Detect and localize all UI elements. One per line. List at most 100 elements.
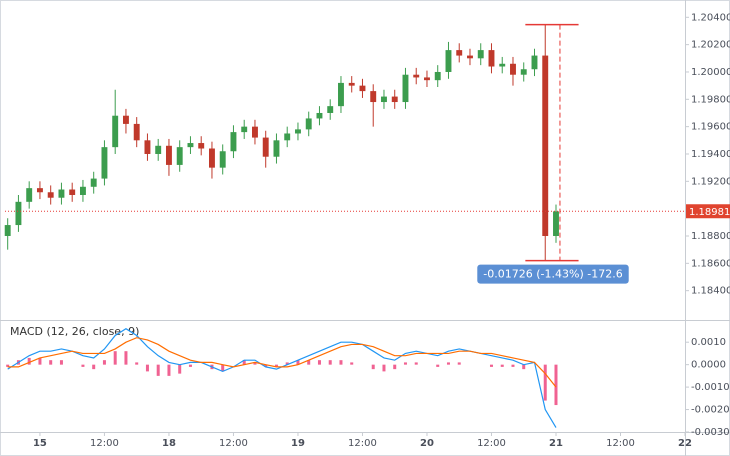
histogram-bar	[59, 360, 63, 365]
y-tick-label: 0.0010	[691, 337, 726, 348]
histogram-bar	[124, 351, 128, 365]
candle-body	[144, 140, 151, 154]
candle-body	[262, 137, 269, 157]
candle-body	[445, 50, 452, 72]
x-tick-label: 21	[549, 438, 563, 449]
last-price-label: 1.18981	[689, 207, 730, 218]
y-tick-label: 0.0000	[691, 360, 726, 371]
histogram-bar	[242, 360, 246, 365]
candle-body	[69, 189, 76, 195]
x-tick-label: 20	[420, 438, 434, 449]
y-tick-label: -0.0030	[691, 427, 730, 438]
histogram-bar	[135, 362, 139, 365]
y-tick-label: 1.19400	[691, 149, 730, 160]
histogram-bar	[188, 364, 192, 367]
candle-body	[219, 151, 226, 168]
candle-body	[413, 74, 420, 78]
x-tick-label: 12:00	[219, 438, 248, 449]
histogram-bar	[38, 357, 42, 365]
measure-label: -0.01726 (-1.43%) -172.6	[483, 268, 622, 281]
candle-body	[338, 82, 344, 107]
candle-body	[90, 178, 97, 187]
histogram-bar	[457, 362, 461, 365]
histogram-bar	[446, 362, 450, 365]
x-tick-label: 22	[678, 438, 692, 449]
histogram-bar	[285, 362, 289, 365]
candle-body	[230, 132, 237, 152]
histogram-bar	[350, 362, 354, 365]
candle-body	[112, 115, 119, 148]
candle-body	[499, 63, 506, 67]
candle-body	[456, 50, 463, 56]
candle-body	[122, 115, 129, 124]
macd-title: MACD (12, 26, close, 9)	[10, 325, 139, 338]
histogram-bar	[178, 364, 182, 374]
histogram-bar	[6, 364, 10, 367]
histogram-bar	[414, 362, 418, 365]
candle-body	[424, 77, 430, 81]
histogram-bar	[221, 364, 225, 372]
histogram-bar	[253, 362, 257, 365]
candle-body	[198, 143, 205, 149]
candle-body	[402, 74, 409, 103]
candle-body	[520, 69, 527, 75]
histogram-bar	[167, 364, 171, 376]
candle-body	[133, 123, 140, 141]
x-tick-label: 19	[291, 438, 305, 449]
candle-body	[370, 91, 377, 103]
histogram-bar	[328, 360, 332, 365]
x-tick-label: 12:00	[90, 438, 119, 449]
candle-body	[165, 145, 172, 165]
candle-body	[273, 140, 280, 157]
candle-body	[316, 112, 323, 119]
candle-body	[553, 211, 559, 236]
candle-body	[36, 188, 43, 193]
candle-body	[295, 129, 301, 134]
histogram-bar	[511, 364, 515, 367]
histogram-bar	[500, 364, 504, 367]
y-tick-label: 1.19800	[691, 94, 730, 105]
candle-body	[391, 96, 398, 103]
candle-body	[155, 145, 162, 154]
histogram-bar	[81, 364, 85, 367]
histogram-bar	[264, 364, 268, 367]
histogram-bar	[371, 364, 375, 370]
histogram-bar	[113, 351, 117, 365]
histogram-bar	[436, 364, 440, 367]
histogram-bar	[489, 364, 493, 367]
histogram-bar	[49, 360, 53, 365]
candle-body	[477, 50, 484, 59]
measure-label-bg	[477, 264, 629, 284]
histogram-bar	[543, 364, 547, 401]
histogram-bar	[102, 360, 106, 365]
candle-body	[187, 143, 194, 148]
histogram-bar	[522, 364, 526, 370]
candle-body	[305, 118, 312, 130]
candle-body	[176, 147, 183, 165]
candle-body	[241, 126, 248, 133]
histogram-bar	[317, 360, 321, 365]
candle-body	[284, 133, 291, 141]
histogram-bar	[554, 364, 558, 406]
candle-body	[542, 55, 549, 236]
histogram-bar	[274, 364, 278, 367]
y-tick-label: 1.20200	[691, 40, 730, 51]
y-tick-label: 1.19600	[691, 122, 730, 133]
candle-body	[26, 188, 33, 202]
x-tick-label: 15	[33, 438, 47, 449]
candle-body	[209, 148, 215, 168]
candle-body	[252, 126, 258, 138]
candle-body	[47, 192, 54, 198]
x-tick-label: 12:00	[606, 438, 635, 449]
y-tick-label: -0.0020	[691, 405, 730, 416]
candle-body	[434, 71, 441, 81]
histogram-bar	[339, 360, 343, 365]
y-tick-label: 1.18600	[691, 258, 730, 269]
histogram-bar	[156, 364, 160, 376]
y-tick-label: 1.19200	[691, 176, 730, 187]
histogram-bar	[92, 364, 96, 370]
histogram-bar	[307, 360, 311, 365]
candle-body	[4, 225, 11, 236]
